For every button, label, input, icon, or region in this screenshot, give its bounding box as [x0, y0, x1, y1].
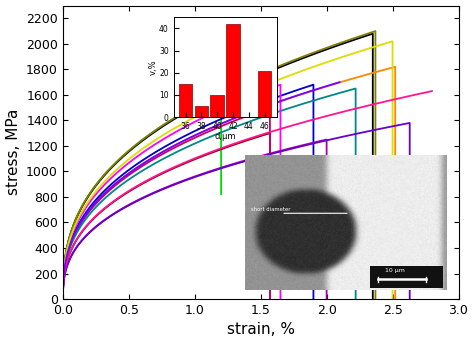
Y-axis label: stress, MPa: stress, MPa	[6, 109, 20, 196]
X-axis label: strain, %: strain, %	[227, 322, 295, 338]
Text: n=19: n=19	[261, 184, 302, 199]
